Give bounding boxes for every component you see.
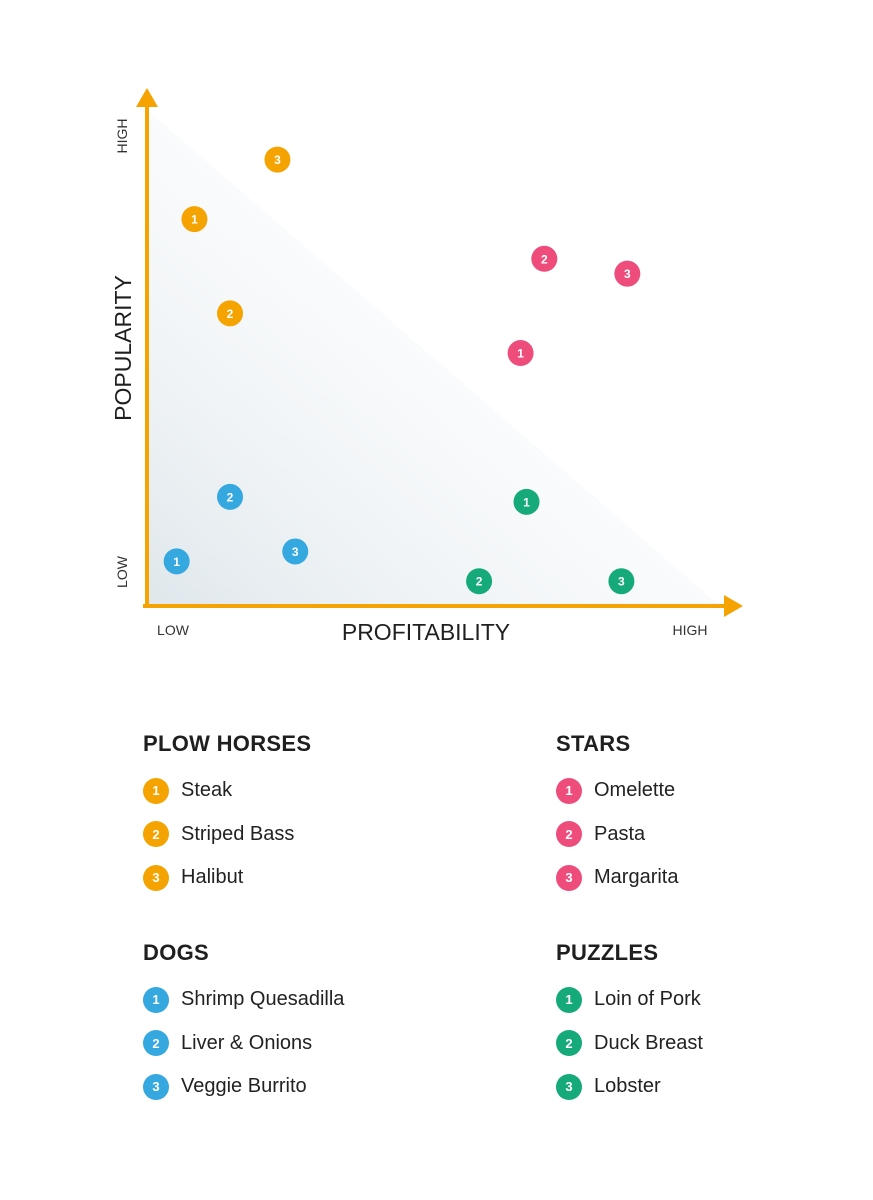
point-stars-2: 2 (531, 245, 558, 272)
legend-stars: STARS 1 Omelette 2 Pasta 3 Margarita (556, 731, 856, 900)
point-plow-horses-3: 3 (264, 146, 291, 173)
legend-item-label: Lobster (594, 1075, 661, 1098)
point-plow-horses-1: 1 (181, 206, 208, 233)
legend-plow-horses: PLOW HORSES 1 Steak 2 Striped Bass 3 Hal… (143, 731, 443, 900)
point-marker (466, 568, 493, 595)
legend-item: 3 Lobster (556, 1065, 856, 1109)
point-marker (181, 206, 208, 233)
x-axis-arrow-icon (724, 595, 743, 617)
legend-item-label: Omelette (594, 779, 676, 802)
number-badge-icon: 2 (556, 821, 582, 848)
point-marker (614, 260, 641, 287)
legend-item: 1 Omelette (556, 769, 856, 813)
point-marker (507, 340, 534, 367)
point-puzzles-3: 3 (608, 568, 635, 595)
point-dogs-3: 3 (282, 538, 309, 565)
legend-title-stars: STARS (556, 731, 631, 756)
legend-item: 3 Halibut (143, 856, 443, 900)
point-puzzles-2: 2 (466, 568, 493, 595)
point-label: 2 (227, 490, 234, 504)
y-axis-title: POPULARITY (110, 275, 136, 421)
legend-item-label: Pasta (594, 822, 646, 845)
legend-item-label: Margarita (594, 866, 679, 889)
y-axis-arrow-icon (136, 88, 158, 107)
point-dogs-2: 2 (217, 483, 244, 510)
point-label: 1 (191, 213, 198, 227)
point-label: 2 (476, 575, 483, 589)
point-label: 3 (274, 153, 281, 167)
point-stars-1: 1 (507, 340, 534, 367)
points-layer: 1 2 3 1 2 3 1 2 3 1 2 3 (163, 146, 641, 595)
legend-item: 1 Shrimp Quesadilla (143, 978, 443, 1022)
legend-item: 2 Duck Breast (556, 1022, 856, 1066)
number-badge-icon: 1 (143, 777, 169, 804)
number-badge-icon: 1 (143, 986, 169, 1013)
point-label: 1 (523, 495, 530, 509)
legend-item: 3 Veggie Burrito (143, 1065, 443, 1109)
legend-dogs: DOGS 1 Shrimp Quesadilla 2 Liver & Onion… (143, 940, 443, 1109)
legend-item: 2 Striped Bass (143, 813, 443, 857)
number-badge-icon: 3 (143, 864, 169, 891)
point-marker (513, 488, 540, 515)
legend-item-label: Steak (181, 779, 233, 802)
point-marker (217, 300, 244, 327)
point-marker (608, 568, 635, 595)
legend-item-label: Duck Breast (594, 1031, 703, 1054)
legend-item-label: Loin of Pork (594, 988, 701, 1011)
number-badge-icon: 1 (556, 777, 582, 804)
x-axis-high-label: HIGH (673, 622, 708, 638)
legend-item: 2 Pasta (556, 813, 856, 857)
x-axis-title: PROFITABILITY (342, 619, 510, 645)
point-label: 3 (618, 575, 625, 589)
point-plow-horses-2: 2 (217, 300, 244, 327)
legend-item: 1 Steak (143, 769, 443, 813)
legend-title-plow-horses: PLOW HORSES (143, 731, 312, 756)
number-badge-icon: 3 (143, 1073, 169, 1100)
y-axis-low-label: LOW (114, 555, 130, 588)
point-marker (264, 146, 291, 173)
legend-item: 3 Margarita (556, 856, 856, 900)
legend-item-label: Veggie Burrito (181, 1075, 307, 1098)
scatter-chart: POPULARITY HIGH LOW PROFITABILITY LOW HI… (110, 88, 743, 645)
number-badge-icon: 3 (556, 1073, 582, 1100)
point-label: 3 (624, 267, 631, 281)
y-axis-high-label: HIGH (114, 119, 130, 154)
point-stars-3: 3 (614, 260, 641, 287)
point-label: 1 (517, 347, 524, 361)
legend-puzzles: PUZZLES 1 Loin of Pork 2 Duck Breast 3 L… (556, 940, 856, 1109)
point-marker (531, 245, 558, 272)
point-label: 1 (173, 555, 180, 569)
legend-item-label: Striped Bass (181, 822, 295, 845)
number-badge-icon: 2 (143, 821, 169, 848)
plot-background (147, 110, 720, 606)
number-badge-icon: 2 (143, 1030, 169, 1057)
number-badge-icon: 3 (556, 864, 582, 891)
number-badge-icon: 2 (556, 1030, 582, 1057)
x-axis-low-label: LOW (157, 622, 190, 638)
point-marker (217, 483, 244, 510)
point-marker (163, 548, 190, 575)
legend-item-label: Shrimp Quesadilla (181, 988, 345, 1011)
legend-item-label: Liver & Onions (181, 1031, 313, 1054)
legend-item-label: Halibut (181, 866, 244, 889)
point-puzzles-1: 1 (513, 488, 540, 515)
point-label: 2 (227, 307, 234, 321)
legend-title-puzzles: PUZZLES (556, 940, 659, 965)
legend-title-dogs: DOGS (143, 940, 209, 965)
point-marker (282, 538, 309, 565)
point-label: 3 (292, 545, 299, 559)
point-label: 2 (541, 252, 548, 266)
number-badge-icon: 1 (556, 986, 582, 1013)
point-dogs-1: 1 (163, 548, 190, 575)
legend-item: 2 Liver & Onions (143, 1022, 443, 1066)
legend-item: 1 Loin of Pork (556, 978, 856, 1022)
